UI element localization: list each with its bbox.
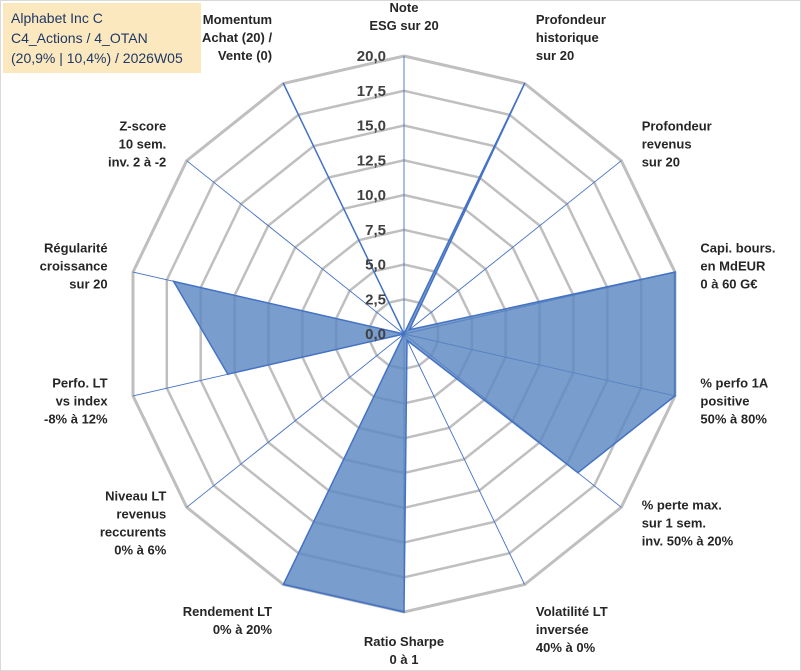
tick-layer: 0,0 2,5 5,0 7,5 10,0 12,5 15,0 17,5 20,0 [357,48,386,343]
axis-label: Niveau LT revenus reccurents 0% à 6% [100,489,167,558]
tick-label: 15,0 [357,118,386,135]
data-point [674,271,676,273]
axis-spoke [403,333,526,585]
tick-label: 17,5 [357,83,386,100]
label-layer: Note ESG sur 20 Profondeur historique sur 20… [40,1,776,667]
tick-label: 5,0 [365,257,386,274]
data-point [227,373,229,376]
data-point [523,82,526,85]
tick-label: 0,0 [365,326,386,343]
axis-label: Capi. bours. en MdEUR 0 à 60 G€ [700,240,775,291]
info-stats: (20,9% | 10,4%) / 2026W05 [11,50,183,66]
axis-label: Volatilité LT inversée 40% à 0% [536,604,608,655]
axis-label: Profondeur historique sur 20 [536,12,606,63]
info-title: Alphabet Inc C [11,10,103,26]
series-layer [172,82,676,613]
axis-label: Ratio Sharpe 0 à 1 [364,634,444,667]
tick-label: 2,5 [365,291,386,308]
data-point [406,339,408,342]
data-point [403,611,405,613]
data-point [172,280,175,283]
axis-spoke [403,160,622,335]
axis-label: % perte max. sur 1 sem. inv. 50% à 20% [642,498,734,549]
data-point [577,471,579,474]
data-point [282,82,285,85]
tick-label: 7,5 [365,222,386,239]
tick-label: 20,0 [357,48,386,65]
axis-label: Rendement LT 0% à 20% [183,604,273,637]
axis-spoke [186,333,405,508]
axis-spoke [186,160,405,335]
info-category: C4_Actions / 4_OTAN [11,30,148,46]
axis-label: % perfo 1A positive 50% à 80% [700,376,769,427]
tick-label: 12,5 [357,152,386,169]
axis-label: Profondeur revenus sur 20 [642,119,712,170]
data-point [403,333,405,335]
axis-label: Momentum Achat (20) / Vente (0) [202,12,272,63]
data-point [408,328,411,331]
data-point [282,583,285,586]
axis-label: Note ESG sur 20 [369,1,438,33]
info-box: Alphabet Inc C C4_Actions / 4_OTAN (20,9… [3,3,201,73]
axis-label: Perfo. LT vs index -8% à 12% [44,376,108,427]
tick-label: 10,0 [357,187,386,204]
series-area [172,83,676,613]
axis-label: Z-score 10 sem. inv. 2 à -2 [108,119,166,170]
data-point [674,395,676,397]
axis-label: Régularité croissance sur 20 [40,240,108,291]
